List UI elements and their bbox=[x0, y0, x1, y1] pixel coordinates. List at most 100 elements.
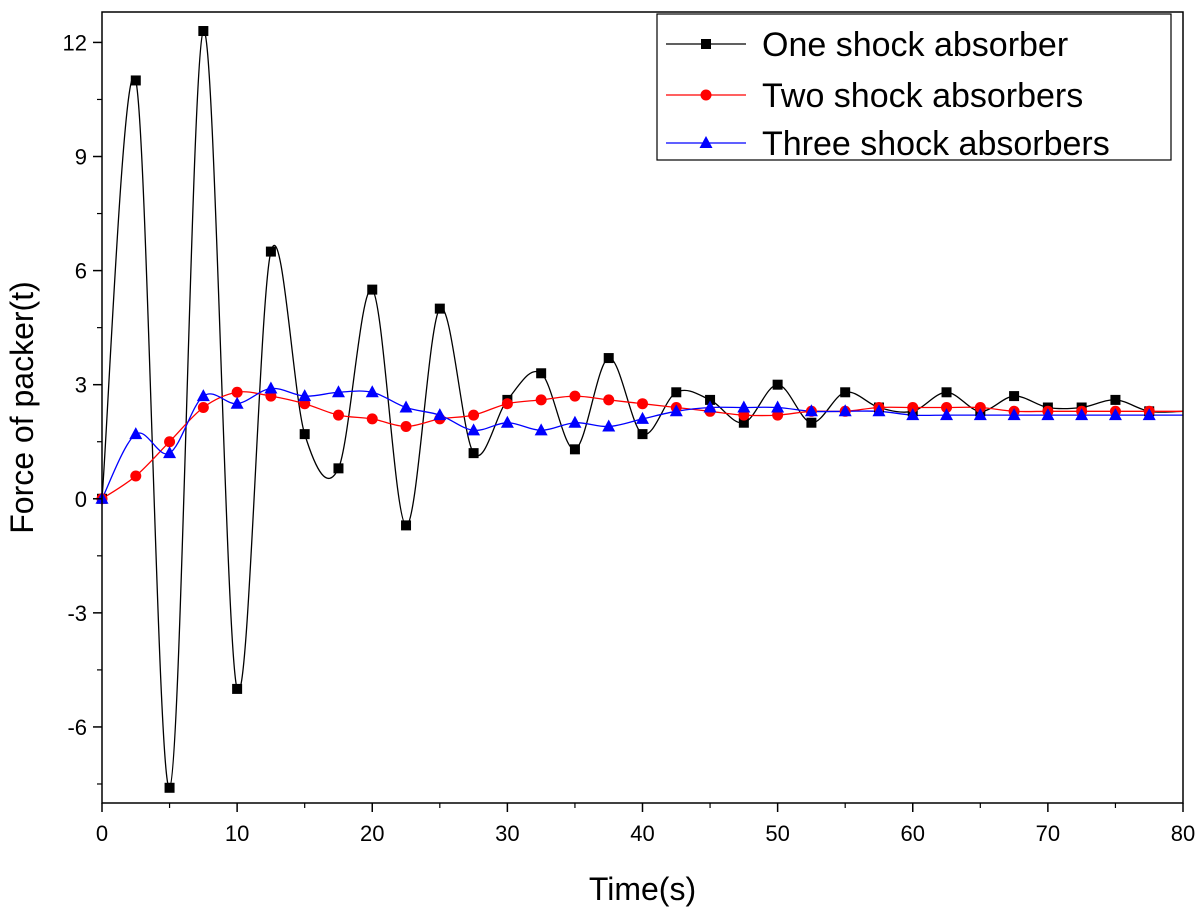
data-point-series-3 bbox=[365, 385, 379, 398]
data-point-series-3 bbox=[163, 446, 177, 459]
legend-label-three-shock-absorbers: Three shock absorbers bbox=[762, 125, 1110, 163]
data-point-series-3 bbox=[331, 385, 345, 398]
x-axis-title: Time(s) bbox=[589, 871, 696, 907]
x-tick-label: 10 bbox=[225, 821, 249, 846]
data-point-series-3 bbox=[1041, 408, 1055, 421]
legend-marker-1 bbox=[701, 39, 711, 49]
data-point-series-3 bbox=[838, 404, 852, 417]
data-point-series-3 bbox=[433, 408, 447, 421]
legend-entry-three-shock-absorbers: Three shock absorbers bbox=[666, 125, 1110, 163]
data-point-series-3 bbox=[399, 400, 413, 413]
data-point-series-1 bbox=[265, 246, 276, 257]
data-point-series-3 bbox=[669, 404, 683, 417]
data-point-series-1 bbox=[367, 284, 378, 295]
x-tick-label: 60 bbox=[901, 821, 925, 846]
data-point-series-2 bbox=[535, 394, 547, 406]
legend-label-one-shock-absorber: One shock absorber bbox=[762, 26, 1068, 64]
data-point-series-2 bbox=[941, 402, 953, 413]
data-point-series-2 bbox=[231, 386, 243, 398]
y-tick-label: 9 bbox=[75, 145, 87, 170]
data-point-series-3 bbox=[298, 389, 312, 402]
data-point-series-1 bbox=[333, 463, 344, 474]
data-point-series-3 bbox=[1007, 408, 1021, 421]
x-tick-label: 20 bbox=[360, 821, 384, 846]
data-point-series-2 bbox=[130, 470, 142, 482]
data-point-series-1 bbox=[130, 75, 141, 86]
y-tick-label: -3 bbox=[67, 601, 87, 626]
data-point-series-3 bbox=[737, 400, 751, 413]
x-tick-label: 50 bbox=[765, 821, 789, 846]
data-point-series-3 bbox=[1075, 408, 1089, 421]
data-point-series-3 bbox=[804, 404, 818, 417]
data-point-series-1 bbox=[468, 448, 479, 459]
data-point-series-3 bbox=[973, 408, 987, 421]
data-point-series-2 bbox=[501, 398, 513, 410]
data-point-series-3 bbox=[264, 381, 278, 394]
y-tick-label: 12 bbox=[63, 30, 87, 55]
data-point-series-1 bbox=[941, 387, 952, 398]
data-point-series-3 bbox=[940, 408, 954, 421]
y-axis-title: Force of packer(t) bbox=[4, 281, 40, 534]
data-point-series-2 bbox=[164, 436, 176, 448]
data-point-series-3 bbox=[1108, 408, 1122, 421]
data-point-series-1 bbox=[637, 429, 648, 440]
x-tick-label: 0 bbox=[96, 821, 108, 846]
data-point-series-2 bbox=[366, 413, 378, 425]
y-tick-label: 3 bbox=[75, 373, 87, 398]
data-point-series-1 bbox=[401, 520, 412, 531]
data-point-series-2 bbox=[569, 390, 581, 402]
series-line-1 bbox=[101, 30, 1184, 789]
y-tick-label: 0 bbox=[75, 487, 87, 512]
data-point-series-1 bbox=[738, 417, 749, 428]
data-point-series-1 bbox=[603, 353, 614, 364]
legend-entry-one-shock-absorber: One shock absorber bbox=[666, 26, 1068, 64]
data-point-series-3 bbox=[534, 423, 548, 436]
x-tick-label: 80 bbox=[1171, 821, 1195, 846]
data-point-series-3 bbox=[771, 400, 785, 413]
data-point-series-1 bbox=[1110, 394, 1121, 405]
data-point-series-2 bbox=[907, 402, 919, 413]
x-tick-label: 70 bbox=[1036, 821, 1060, 846]
data-point-series-1 bbox=[840, 387, 851, 398]
data-point-series-1 bbox=[772, 379, 783, 390]
x-tick-label: 30 bbox=[495, 821, 519, 846]
data-point-series-3 bbox=[906, 408, 920, 421]
data-point-series-3 bbox=[872, 404, 886, 417]
y-axis-ticks: -6 -3 0 3 6 9 12 bbox=[63, 30, 102, 785]
y-tick-label: -6 bbox=[67, 715, 87, 740]
legend-label-two-shock-absorbers: Two shock absorbers bbox=[762, 77, 1083, 115]
data-point-series-3 bbox=[568, 415, 582, 428]
data-point-series-1 bbox=[198, 26, 209, 37]
data-point-series-2 bbox=[400, 421, 412, 433]
legend: One shock absorber Two shock absorbers T… bbox=[656, 13, 1172, 163]
legend-marker-3 bbox=[699, 136, 713, 148]
series-markers bbox=[95, 26, 1156, 793]
data-point-series-1 bbox=[299, 429, 310, 440]
data-point-series-2 bbox=[637, 398, 648, 410]
data-point-series-1 bbox=[434, 303, 445, 314]
data-point-series-2 bbox=[974, 402, 986, 413]
x-axis-ticks: 0 10 20 30 40 50 60 70 80 bbox=[96, 803, 1195, 846]
data-point-series-2 bbox=[468, 409, 480, 421]
data-point-series-3 bbox=[1142, 408, 1156, 421]
data-point-series-1 bbox=[569, 444, 580, 455]
data-point-series-2 bbox=[603, 394, 615, 406]
data-point-series-2 bbox=[332, 409, 344, 421]
legend-marker-2 bbox=[700, 89, 712, 101]
data-point-series-3 bbox=[500, 415, 514, 428]
legend-box bbox=[656, 13, 1172, 161]
legend-entry-two-shock-absorbers: Two shock absorbers bbox=[666, 77, 1083, 115]
data-point-series-3 bbox=[703, 400, 717, 413]
data-point-series-3 bbox=[230, 396, 244, 409]
data-point-series-1 bbox=[705, 394, 716, 405]
x-tick-label: 40 bbox=[630, 821, 654, 846]
data-point-series-3 bbox=[467, 423, 481, 436]
data-point-series-3 bbox=[129, 427, 143, 440]
y-tick-label: 6 bbox=[75, 259, 87, 284]
data-point-series-1 bbox=[671, 387, 682, 398]
data-point-series-2 bbox=[197, 402, 209, 413]
data-point-series-3 bbox=[636, 411, 649, 424]
data-point-series-3 bbox=[196, 389, 210, 402]
data-point-series-3 bbox=[602, 419, 616, 432]
